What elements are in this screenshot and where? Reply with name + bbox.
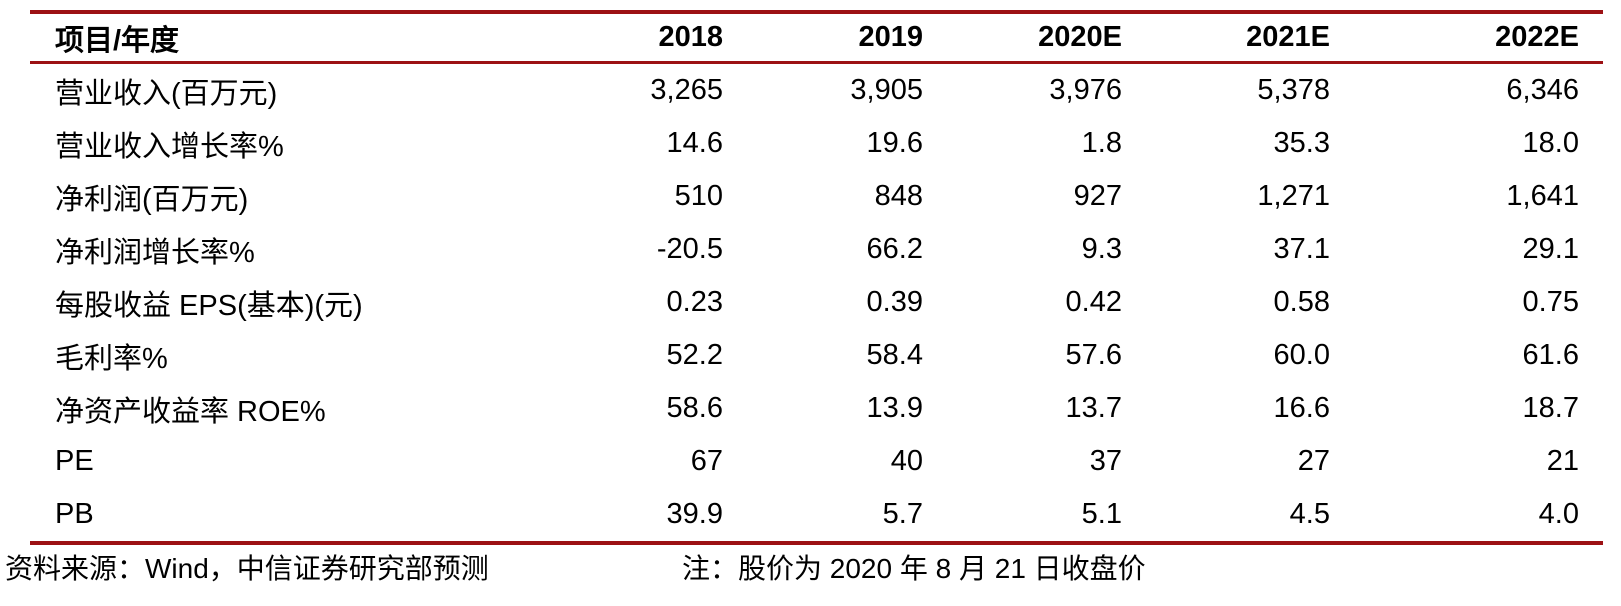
footer: 资料来源：Wind，中信证券研究部预测 注：股价为 2020 年 8 月 21 … [0, 548, 1621, 590]
cell: 9.3 [1081, 233, 1122, 265]
column-header-item-year: 项目/年度 [55, 24, 180, 57]
cell: 5.7 [882, 498, 923, 530]
cell: 0.75 [1522, 286, 1579, 318]
cell: 27 [1297, 445, 1330, 477]
cell: 4.5 [1289, 498, 1330, 530]
cell: 6,346 [1506, 74, 1579, 106]
cell: 1.8 [1081, 127, 1122, 159]
column-header-2022e: 2022E [1495, 21, 1579, 53]
cell: 18.7 [1522, 392, 1579, 424]
cell: 510 [674, 180, 723, 212]
table-row-revenue-growth: 营业收入增长率% 14.6 19.6 1.8 35.3 18.0 [30, 117, 1603, 170]
cell: 3,265 [650, 74, 723, 106]
price-date-note: 注：股价为 2020 年 8 月 21 日收盘价 [682, 553, 1146, 584]
table-row-pb: PB 39.9 5.7 5.1 4.5 4.0 [30, 488, 1603, 543]
cell: 58.6 [666, 392, 723, 424]
table-row-roe: 净资产收益率 ROE% 58.6 13.9 13.7 16.6 18.7 [30, 382, 1603, 435]
cell: 52.2 [666, 339, 723, 371]
cell: 1,641 [1506, 180, 1579, 212]
row-label: PE [55, 445, 94, 477]
row-label: 营业收入增长率% [55, 130, 284, 163]
source-note: 资料来源：Wind，中信证券研究部预测 [5, 553, 489, 584]
cell: 0.58 [1273, 286, 1330, 318]
cell: 848 [874, 180, 923, 212]
cell: 5.1 [1081, 498, 1122, 530]
row-label: 净利润(百万元) [55, 183, 249, 216]
cell: 39.9 [666, 498, 723, 530]
cell: 19.6 [866, 127, 923, 159]
cell: 18.0 [1522, 127, 1579, 159]
cell: -20.5 [656, 233, 723, 265]
cell: 37 [1089, 445, 1122, 477]
table-row-eps: 每股收益 EPS(基本)(元) 0.23 0.39 0.42 0.58 0.75 [30, 276, 1603, 329]
cell: 0.23 [666, 286, 723, 318]
column-header-2019: 2019 [858, 21, 923, 53]
cell: 29.1 [1522, 233, 1579, 265]
column-header-2020e: 2020E [1038, 21, 1122, 53]
cell: 0.42 [1065, 286, 1122, 318]
cell: 61.6 [1522, 339, 1579, 371]
cell: 58.4 [866, 339, 923, 371]
row-label: 每股收益 EPS(基本)(元) [55, 289, 363, 322]
financial-summary-table: 项目/年度 2018 2019 2020E 2021E 2022E 营业收入(百… [30, 10, 1603, 545]
cell: 3,905 [850, 74, 923, 106]
table-header-row: 项目/年度 2018 2019 2020E 2021E 2022E [30, 12, 1603, 63]
cell: 13.9 [866, 392, 923, 424]
cell: 37.1 [1273, 233, 1330, 265]
table-row-revenue: 营业收入(百万元) 3,265 3,905 3,976 5,378 6,346 [30, 63, 1603, 118]
cell: 5,378 [1257, 74, 1330, 106]
cell: 927 [1073, 180, 1122, 212]
cell: 57.6 [1065, 339, 1122, 371]
cell: 0.39 [866, 286, 923, 318]
row-label: PB [55, 498, 94, 530]
table-row-pe: PE 67 40 37 27 21 [30, 435, 1603, 488]
row-label: 营业收入(百万元) [55, 77, 278, 110]
cell: 40 [890, 445, 923, 477]
cell: 21 [1546, 445, 1579, 477]
column-header-2018: 2018 [658, 21, 723, 53]
cell: 60.0 [1273, 339, 1330, 371]
cell: 14.6 [666, 127, 723, 159]
cell: 66.2 [866, 233, 923, 265]
cell: 16.6 [1273, 392, 1330, 424]
row-label: 毛利率% [55, 342, 168, 375]
cell: 1,271 [1257, 180, 1330, 212]
cell: 35.3 [1273, 127, 1330, 159]
column-header-2021e: 2021E [1246, 21, 1330, 53]
cell: 3,976 [1049, 74, 1122, 106]
table-row-net-profit: 净利润(百万元) 510 848 927 1,271 1,641 [30, 170, 1603, 223]
cell: 67 [690, 445, 723, 477]
row-label: 净资产收益率 ROE% [55, 395, 326, 428]
cell: 13.7 [1065, 392, 1122, 424]
table-row-net-profit-growth: 净利润增长率% -20.5 66.2 9.3 37.1 29.1 [30, 223, 1603, 276]
table-row-gross-margin: 毛利率% 52.2 58.4 57.6 60.0 61.6 [30, 329, 1603, 382]
cell: 4.0 [1538, 498, 1579, 530]
row-label: 净利润增长率% [55, 236, 255, 269]
